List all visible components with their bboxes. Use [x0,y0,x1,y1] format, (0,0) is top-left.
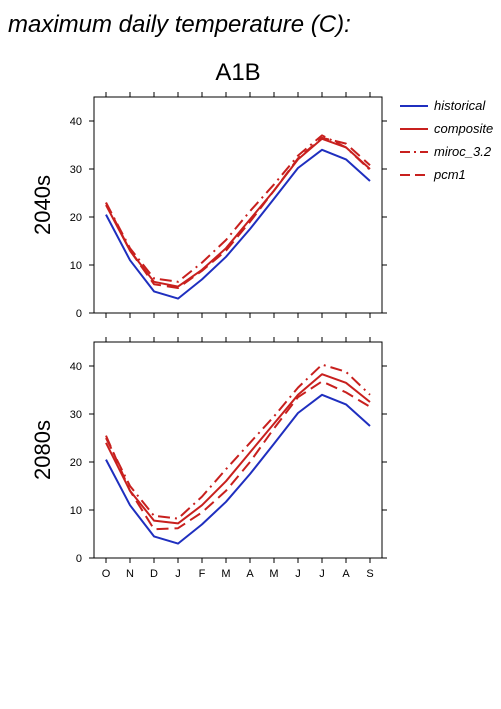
plot-frame [93,341,383,559]
x-tick-label: O [102,568,111,580]
legend-item-composite: composite [400,121,493,136]
y-tick-label: 0 [76,553,82,565]
y-tick-label: 0 [76,308,82,320]
series-line-composite [105,373,371,525]
legend: historical composite miroc_3.2 pcm1 [400,98,493,182]
x-tick-label: M [221,568,230,580]
y-tick-label: 20 [70,457,82,469]
x-tick-label: N [126,568,134,580]
x-tick-label: J [295,568,301,580]
series-line-pcm1 [105,380,371,531]
x-tick-label: J [175,568,181,580]
x-tick-label: A [342,568,350,580]
series-line-historical [105,393,371,545]
panels: 0 10 20 30 40 2040s 0 10 20 30 40 O N D J F M A M J J A S 2080s [30,92,387,580]
y-tick-label: 10 [70,260,82,272]
legend-item-pcm1: pcm1 [400,167,466,182]
legend-item-miroc_3.2: miroc_3.2 [400,144,492,159]
legend-item-historical: historical [400,98,486,113]
legend-label: miroc_3.2 [434,144,492,159]
series-line-pcm1 [105,136,371,289]
page-title: maximum daily temperature (C): [8,11,351,38]
series-line-historical [105,148,371,300]
y-axis-label: 2080s [30,420,55,480]
x-tick-label: S [366,568,373,580]
chart-panel-2040s: 0 10 20 30 40 2040s [30,92,387,320]
y-tick-label: 40 [70,116,82,128]
legend-label: composite [434,121,493,136]
plot-frame [93,96,383,314]
y-tick-label: 30 [70,409,82,421]
y-tick-label: 30 [70,164,82,176]
y-tick-label: 10 [70,505,82,517]
x-tick-label: A [246,568,254,580]
y-tick-label: 20 [70,212,82,224]
x-tick-label: M [269,568,278,580]
y-tick-label: 40 [70,361,82,373]
series-line-composite [105,137,371,288]
legend-label: pcm1 [433,167,466,182]
x-tick-label: D [150,568,158,580]
x-tick-label: J [319,568,325,580]
chart-panel-2080s: 0 10 20 30 40 O N D J F M A M J J A S 2080s [30,337,387,580]
scenario-title: A1B [215,59,260,86]
series-line-miroc_3.2 [105,134,371,283]
series-line-miroc_3.2 [105,363,371,520]
x-tick-label: F [199,568,206,580]
y-axis-label: 2040s [30,175,55,235]
legend-label: historical [434,98,486,113]
